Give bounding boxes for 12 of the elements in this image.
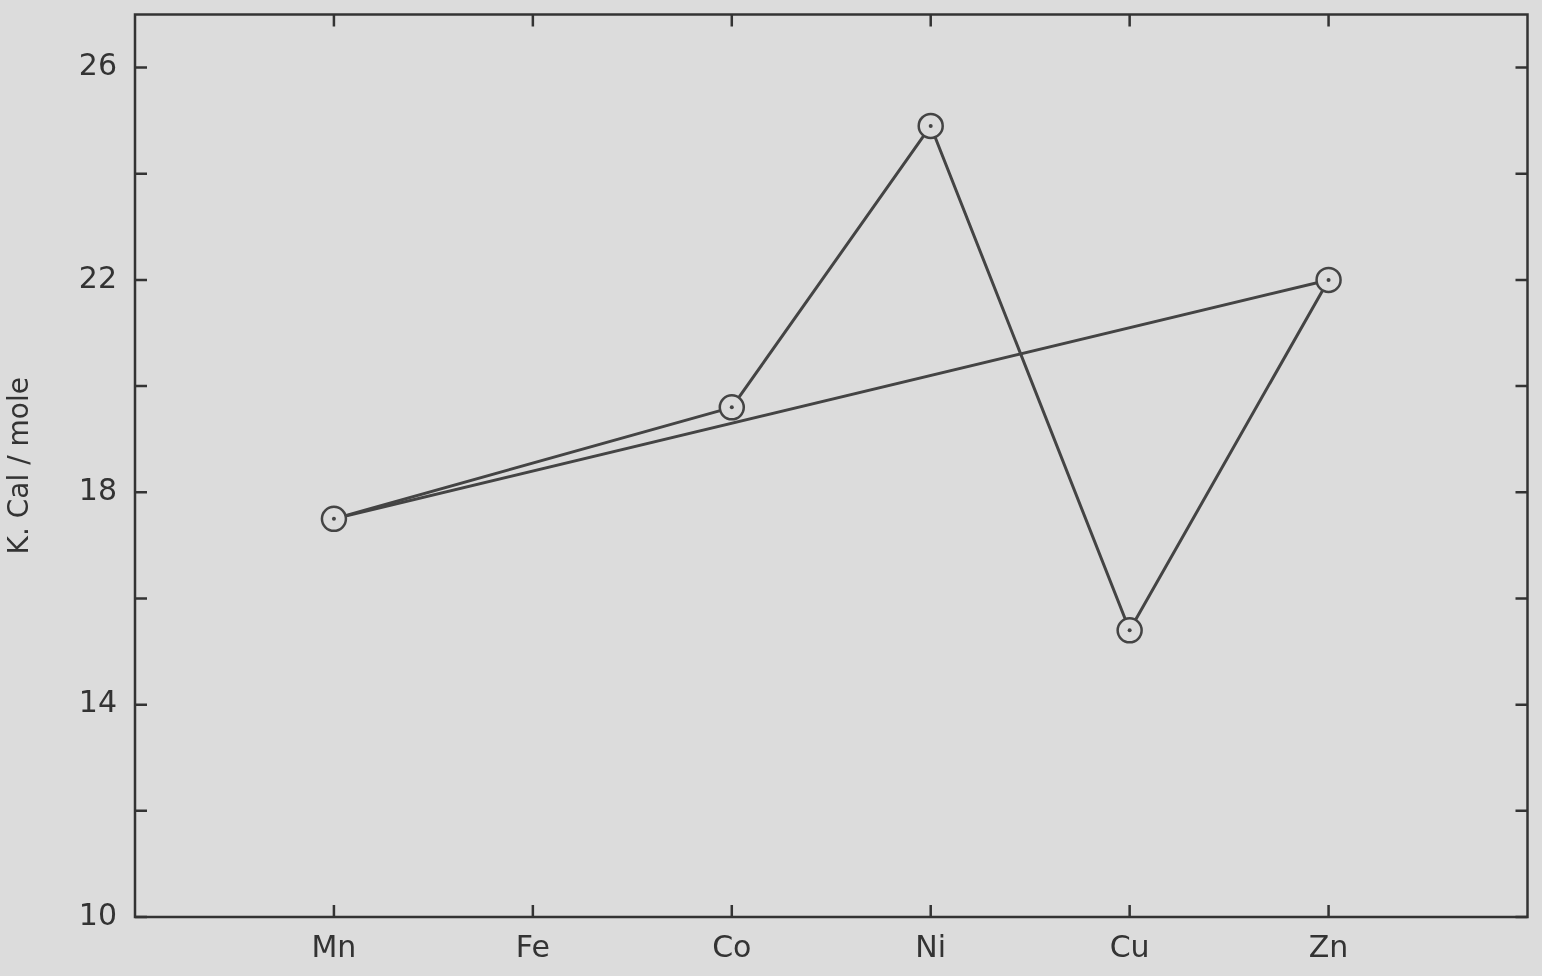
y-tick-label: 18 [78, 472, 117, 508]
x-tick-label: Zn [1308, 928, 1349, 964]
y-tick-label: 10 [78, 896, 117, 932]
y-tick-label: 26 [78, 47, 117, 83]
y-tick-label: 22 [78, 259, 117, 295]
y-axis-title: K. Cal / mole [2, 377, 36, 555]
x-tick-label: Mn [311, 928, 357, 964]
x-tick-label: Co [712, 928, 752, 964]
y-tick-label: 14 [78, 684, 117, 720]
x-tick-label: Ni [915, 928, 947, 964]
x-tick-label: Fe [515, 928, 550, 964]
x-tick-label: Cu [1109, 928, 1150, 964]
